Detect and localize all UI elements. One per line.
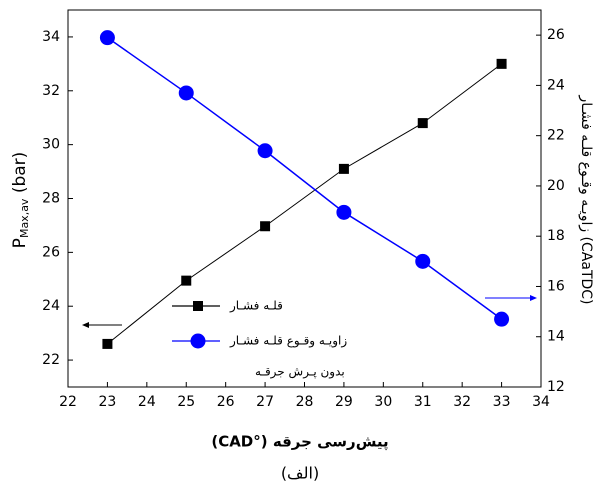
marker [338, 163, 349, 174]
y-tick-label: 28 [42, 191, 60, 207]
right-arrow-head [530, 295, 537, 301]
series-line [106, 37, 503, 320]
legend-marker [193, 301, 203, 311]
y2-axis-label: زاویـه وقـوع قلـه فشـار (CAaTDC) [578, 94, 594, 304]
marker [178, 85, 194, 101]
marker [496, 58, 507, 69]
y2-tick-label: 18 [547, 228, 565, 244]
x-tick-label: 29 [335, 394, 353, 410]
y-tick-label: 24 [42, 298, 60, 314]
marker [102, 338, 113, 349]
x-tick-label: 26 [217, 394, 235, 410]
plot-frame [67, 9, 542, 388]
y2-tick-label: 26 [547, 27, 565, 43]
marker [181, 275, 192, 286]
marker [417, 118, 428, 129]
y-tick-label: 26 [42, 244, 60, 260]
x-tick-label: 33 [493, 394, 511, 410]
caption: (الف) [281, 464, 319, 483]
marker [415, 253, 431, 269]
x-tick-label: 32 [453, 394, 471, 410]
x-tick-label: 28 [296, 394, 314, 410]
y-tick-label: 30 [42, 137, 60, 153]
x-tick-label: 27 [256, 394, 274, 410]
y2-tick-label: 24 [547, 77, 565, 93]
x-axis-label: پیش‌رسی جرقه (°CAD) [211, 433, 388, 452]
y2-tick-label: 14 [547, 329, 565, 345]
annotation: بدون پـرش جرقـه [255, 365, 345, 380]
y-axis-label: PMax,av (bar) [10, 152, 31, 249]
marker [260, 221, 271, 232]
x-tick-label: 24 [138, 394, 156, 410]
legend-label: زاویـه وقـوع قلـه فشـار [229, 334, 347, 349]
x-tick-label: 23 [99, 394, 117, 410]
left-arrow-head [82, 322, 89, 328]
x-tick-label: 31 [414, 394, 432, 410]
y2-tick-label: 22 [547, 128, 565, 144]
legend-label: قلـه فشـار [229, 299, 283, 314]
marker [257, 143, 273, 159]
legend-marker [190, 333, 206, 349]
y-tick-label: 32 [42, 83, 60, 99]
y2-tick-label: 20 [547, 178, 565, 194]
marker [336, 204, 352, 220]
x-tick-label: 22 [59, 394, 77, 410]
x-tick-label: 34 [532, 394, 550, 410]
x-tick-label: 25 [177, 394, 195, 410]
y-tick-label: 34 [42, 29, 60, 45]
y2-tick-label: 12 [547, 379, 565, 395]
marker [99, 30, 115, 46]
x-tick-label: 30 [374, 394, 392, 410]
series-line [107, 63, 502, 345]
y-tick-label: 22 [42, 352, 60, 368]
marker [494, 311, 510, 327]
y2-tick-label: 16 [547, 278, 565, 294]
